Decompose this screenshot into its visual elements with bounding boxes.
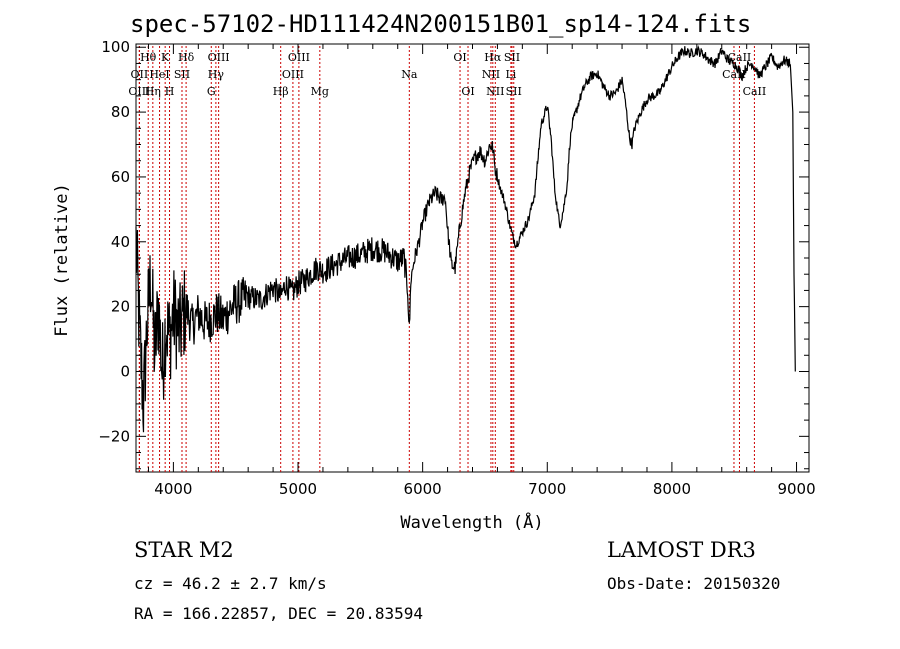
observation-date: Obs-Date: 20150320 xyxy=(607,574,781,593)
y-tick-label: 20 xyxy=(111,298,130,316)
line-label: SII xyxy=(506,85,522,98)
survey-name: LAMOST DR3 xyxy=(607,538,756,562)
y-tick-label: 40 xyxy=(111,233,130,251)
emission-lines-layer xyxy=(138,46,755,472)
y-tick-label: 80 xyxy=(111,103,130,121)
line-label: NII xyxy=(486,85,504,98)
line-label: Hη xyxy=(145,85,161,98)
y-tick-label: 60 xyxy=(111,168,130,186)
line-label: OIII xyxy=(128,85,150,98)
y-tick-label: 0 xyxy=(120,362,130,380)
line-label: Hα xyxy=(484,51,502,64)
y-tick-label: −20 xyxy=(98,427,130,445)
line-label: K xyxy=(161,51,170,64)
x-tick-label: 8000 xyxy=(653,480,691,498)
redshift-velocity: cz = 46.2 ± 2.7 km/s xyxy=(134,574,327,593)
line-label: SII xyxy=(504,51,520,64)
line-label: Hδ xyxy=(178,51,195,64)
line-label: OIII xyxy=(208,51,230,64)
ra-dec-coordinates: RA = 166.22857, DEC = 20.83594 xyxy=(134,604,423,623)
line-label: G xyxy=(207,85,216,98)
line-label: Hθ xyxy=(140,51,157,64)
line-label: Na xyxy=(401,68,418,81)
x-tick-label: 7000 xyxy=(528,480,566,498)
line-label: Mg xyxy=(311,85,329,98)
x-tick-label: 6000 xyxy=(404,480,442,498)
x-tick-label: 4000 xyxy=(154,480,192,498)
line-label: Hγ xyxy=(208,68,225,81)
line-label: H xyxy=(165,85,175,98)
x-axis-label: Wavelength (Å) xyxy=(400,511,543,533)
chart-title: spec-57102-HD111424N200151B01_sp14-124.f… xyxy=(130,10,752,38)
line-label: OI xyxy=(453,51,466,64)
line-label: Hβ xyxy=(273,85,289,98)
y-tick-label: 100 xyxy=(101,38,130,56)
x-tick-label: 9000 xyxy=(777,480,815,498)
line-label: OIII xyxy=(288,51,310,64)
line-label: OII xyxy=(131,68,149,81)
x-tick-label: 5000 xyxy=(279,480,317,498)
line-label: OI xyxy=(461,85,474,98)
spectrum-line xyxy=(135,45,796,433)
line-label: CaII xyxy=(728,51,752,64)
line-label: Li xyxy=(505,68,516,81)
line-label: CaII xyxy=(743,85,767,98)
line-label: HeI xyxy=(149,68,169,81)
axis-ticks-layer: 4000 5000 6000 7000 8000 9000 −20 0 20 40 60 80 100 xyxy=(98,38,815,498)
line-label: OIII xyxy=(282,68,304,81)
y-axis-label: Flux (relative) xyxy=(52,183,72,337)
line-label: SII xyxy=(174,68,190,81)
line-labels-layer: Hθ OII OIII K HeI Hη SII H Hδ OIII Hγ G OIII OIII Hβ Mg… xyxy=(128,51,766,98)
object-classification: STAR M2 xyxy=(134,538,234,562)
plot-frame xyxy=(135,43,810,473)
line-label: NII xyxy=(482,68,500,81)
